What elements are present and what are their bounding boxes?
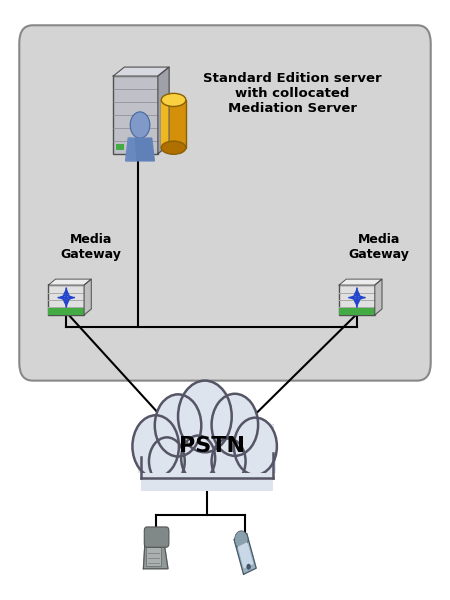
Ellipse shape bbox=[161, 141, 186, 154]
Bar bbox=[339, 285, 375, 315]
Bar bbox=[48, 308, 84, 315]
Bar bbox=[113, 76, 158, 154]
Polygon shape bbox=[84, 279, 91, 315]
Text: Standard Edition server
with collocated
Mediation Server: Standard Edition server with collocated … bbox=[203, 73, 382, 115]
Polygon shape bbox=[158, 67, 169, 154]
Polygon shape bbox=[48, 279, 91, 285]
Circle shape bbox=[234, 531, 248, 549]
Circle shape bbox=[247, 564, 251, 570]
Circle shape bbox=[212, 439, 246, 484]
Circle shape bbox=[155, 394, 201, 457]
Circle shape bbox=[132, 415, 179, 478]
Polygon shape bbox=[113, 67, 169, 76]
Bar bbox=[161, 100, 186, 148]
Polygon shape bbox=[126, 138, 135, 161]
Bar bbox=[48, 285, 84, 315]
Bar bbox=[138, 443, 276, 473]
FancyBboxPatch shape bbox=[144, 527, 169, 547]
Bar bbox=[339, 308, 375, 315]
Bar bbox=[161, 100, 170, 148]
Text: PSTN: PSTN bbox=[179, 436, 245, 457]
Bar bbox=[141, 473, 273, 491]
Polygon shape bbox=[238, 543, 252, 568]
Circle shape bbox=[181, 436, 215, 481]
Ellipse shape bbox=[161, 94, 186, 107]
Polygon shape bbox=[339, 279, 382, 285]
Circle shape bbox=[178, 380, 232, 452]
Polygon shape bbox=[234, 533, 256, 574]
Text: Media
Gateway: Media Gateway bbox=[349, 233, 410, 261]
Polygon shape bbox=[375, 279, 382, 315]
Polygon shape bbox=[126, 138, 154, 161]
Text: Media
Gateway: Media Gateway bbox=[60, 233, 121, 261]
Bar bbox=[116, 144, 124, 150]
Bar bbox=[146, 547, 161, 566]
FancyBboxPatch shape bbox=[19, 25, 431, 380]
Bar bbox=[140, 424, 274, 478]
Circle shape bbox=[212, 394, 258, 456]
Polygon shape bbox=[144, 539, 168, 569]
Circle shape bbox=[130, 112, 150, 138]
Circle shape bbox=[149, 437, 185, 485]
Circle shape bbox=[234, 418, 277, 475]
